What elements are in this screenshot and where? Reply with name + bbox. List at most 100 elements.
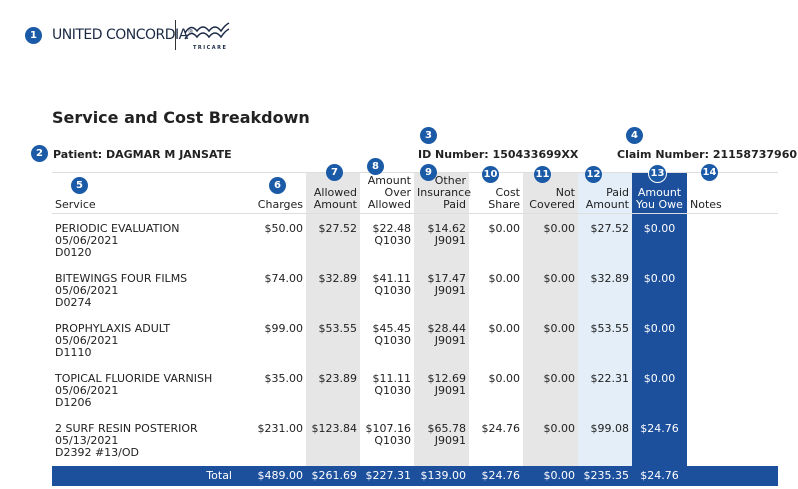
cell: $123.84 (311, 422, 358, 435)
cell: $50.00 (264, 222, 304, 235)
cell: $22.31 (590, 372, 630, 385)
cell: $0.00 (488, 322, 521, 335)
cell: $32.89 (318, 272, 358, 285)
total-cell: $0.00 (543, 469, 576, 482)
cell: $24.76 (481, 422, 521, 435)
cell: 05/13/2021 (55, 434, 119, 447)
cell: $27.52 (590, 222, 630, 235)
marker: 13 (648, 164, 667, 183)
cell: $0.00 (543, 272, 576, 285)
cell: $0.00 (488, 272, 521, 285)
cell: $107.16 (365, 422, 412, 435)
cell: $0.00 (488, 372, 521, 385)
column-shade (414, 172, 469, 466)
cell: $0.00 (543, 222, 576, 235)
id-number: ID Number: 150433699XX (418, 148, 579, 161)
cell: $35.00 (264, 372, 304, 385)
column-header: Allowed (367, 198, 411, 211)
cell: D2392 #13/OD (55, 446, 140, 459)
total-bar (52, 466, 778, 486)
column-header: Cost (495, 186, 520, 199)
total-cell: $261.69 (311, 469, 358, 482)
divider (175, 20, 176, 50)
marker: 9 (420, 164, 437, 181)
cell: $74.00 (264, 272, 304, 285)
column-header: Amount (313, 198, 357, 211)
cell: PROPHYLAXIS ADULT (55, 322, 171, 335)
cell: J9091 (434, 234, 466, 247)
cell: 05/06/2021 (55, 234, 119, 247)
cell: $99.08 (590, 422, 630, 435)
cell: $0.00 (643, 372, 676, 385)
column-header: Share (488, 198, 520, 211)
cell: Q1030 (374, 434, 411, 447)
column-header: Amount (367, 174, 411, 187)
cell: $0.00 (543, 322, 576, 335)
cell: $12.69 (427, 372, 467, 385)
title: Service and Cost Breakdown (52, 108, 310, 127)
column-header: Paid (606, 186, 629, 199)
brand-name: UNITED CONCORDIA (52, 27, 188, 43)
marker: 5 (71, 177, 88, 194)
cell: D1110 (55, 346, 92, 359)
cell: Q1030 (374, 384, 411, 397)
column-header: Amount (585, 198, 629, 211)
column-shade (632, 172, 687, 466)
cell: $99.00 (264, 322, 304, 335)
patient: Patient: DAGMAR M JANSATE (53, 148, 232, 161)
total-cell: $235.35 (583, 469, 630, 482)
claim-number: Claim Number: 21158737960 (617, 148, 798, 161)
cell: J9091 (434, 434, 466, 447)
marker: 4 (626, 127, 643, 144)
column-header: Notes (690, 198, 722, 211)
column-header: Other (434, 174, 466, 187)
cell: D1206 (55, 396, 92, 409)
cell: BITEWINGS FOUR FILMS (55, 272, 188, 285)
marker: 8 (367, 158, 384, 175)
brand: UNITED CONCORDIA® (52, 27, 194, 43)
cell: $231.00 (257, 422, 304, 435)
total-cell: $24.76 (481, 469, 521, 482)
cell: J9091 (434, 284, 466, 297)
cell: $0.00 (543, 372, 576, 385)
cell: $11.11 (372, 372, 412, 385)
rule (52, 213, 778, 214)
cell: $24.76 (640, 422, 679, 435)
reg: ® (187, 28, 194, 36)
cell: $22.48 (372, 222, 412, 235)
cell: $0.00 (643, 272, 676, 285)
cell: $27.52 (318, 222, 358, 235)
total-cell: $227.31 (365, 469, 412, 482)
total-cell: $139.00 (420, 469, 467, 482)
cell: D0274 (55, 296, 92, 309)
cell: 05/06/2021 (55, 334, 119, 347)
column-header: Paid (443, 198, 466, 211)
cell: J9091 (434, 334, 466, 347)
total-cell: $24.76 (640, 469, 679, 482)
column-shade (578, 172, 632, 466)
column-header: Charges (257, 198, 303, 211)
cell: $53.55 (318, 322, 358, 335)
column-header: Amount (637, 186, 682, 199)
column-header: Not (555, 186, 575, 199)
cell: $65.78 (427, 422, 467, 435)
cell: $32.89 (590, 272, 630, 285)
cell: 05/06/2021 (55, 384, 119, 397)
column-shade (523, 172, 578, 466)
column-shade (306, 172, 360, 466)
total-label: Total (206, 469, 232, 482)
column-header: Allowed (313, 186, 357, 199)
column-header: Service (55, 198, 96, 211)
cell: 2 SURF RESIN POSTERIOR (55, 422, 198, 435)
cell: D0120 (55, 246, 92, 259)
rule (52, 172, 778, 173)
tricare-logo: TRICARE (184, 22, 230, 51)
cell: $45.45 (372, 322, 412, 335)
marker: 6 (269, 177, 286, 194)
marker: 3 (420, 127, 437, 144)
marker: 11 (534, 166, 551, 183)
cell: $0.00 (643, 322, 676, 335)
marker: 10 (482, 166, 499, 183)
cell: Q1030 (374, 234, 411, 247)
